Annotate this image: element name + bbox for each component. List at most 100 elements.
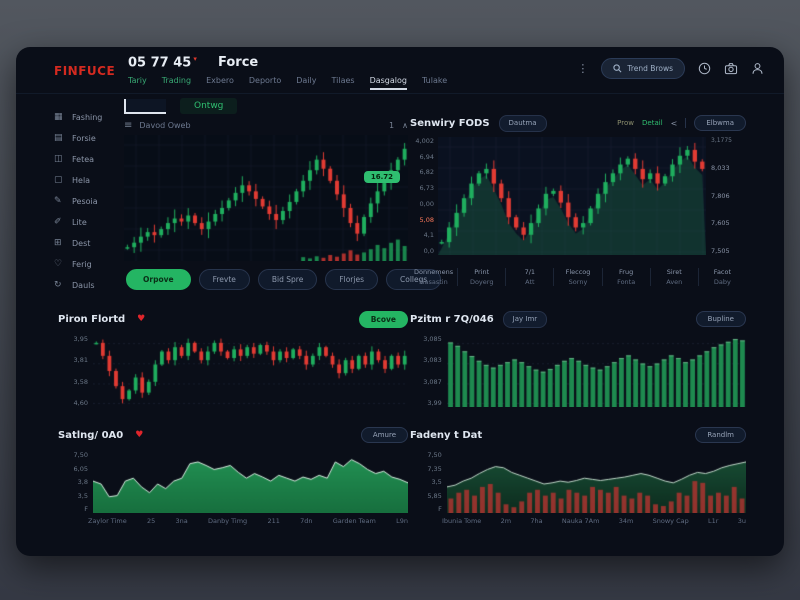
gallery-icon: ▦	[54, 111, 63, 122]
chart-action-button[interactable]: Frevte	[198, 269, 250, 290]
x-axis-label: 3u	[737, 517, 746, 525]
sidebar: ▦ Fashing ▤ Forsie ◫ Fetea ▢ Hela ✎ Peso…	[54, 111, 130, 291]
chart-controls: 1 ∧	[389, 121, 408, 130]
chart-control-icon[interactable]: 1	[389, 120, 395, 130]
axis-tick-label: 4,60	[73, 398, 88, 407]
stat-top-label: Frug	[619, 268, 634, 276]
detail-link[interactable]: Detail	[642, 119, 663, 127]
axis-tick-label: 3,99	[427, 398, 442, 407]
stat-bottom-label: Att	[525, 278, 535, 286]
volume-header: Pzitm r 7Q/046 Jay Imr Bupline	[410, 309, 746, 329]
stat-bottom-label: Daby	[713, 278, 731, 286]
sidebar-item[interactable]: ▢ Hela	[54, 174, 130, 186]
nav-tab[interactable]: Dasgalog	[369, 76, 407, 90]
search-button[interactable]: Trend Brows	[601, 58, 685, 79]
chart-control-icon[interactable]: ∧	[402, 120, 408, 130]
app-header: FINFUCE 05 77 45 ▾ Force Tariy Trading Exbe…	[16, 47, 784, 94]
x-axis-label: Zaylor Time	[88, 517, 127, 525]
sidebar-item-label: Dest	[72, 238, 91, 248]
menu-icon[interactable]: ≡	[124, 119, 133, 131]
reserve-button[interactable]: Amure	[360, 427, 408, 443]
sidebar-item[interactable]: ♡ Ferig	[54, 258, 130, 270]
chart-action-button[interactable]: Florjes	[325, 269, 378, 290]
duplicate-button[interactable]: Bupline	[695, 311, 746, 327]
favorite-heart-icon[interactable]: ♥	[135, 430, 144, 440]
browse-button[interactable]: Elbwma	[694, 115, 746, 131]
chevron-left-icon[interactable]: <	[670, 118, 678, 128]
flow-title: Satlng/ 0A0	[58, 429, 124, 441]
chart-action-button[interactable]: Collegs	[386, 269, 442, 290]
axis-tick-label: 3,087	[423, 377, 442, 386]
y-axis: 3,95 3,81 3,58 4,60	[58, 335, 93, 407]
nav-tab[interactable]: Tilaes	[331, 76, 355, 85]
stat-top-label: Siret	[666, 268, 682, 276]
pencil-icon: ✎	[54, 195, 62, 206]
favorite-heart-icon[interactable]: ♥	[137, 314, 146, 324]
trend-chart-canvas[interactable]	[446, 451, 746, 513]
clock-icon[interactable]	[698, 62, 711, 75]
watchlist-actions: Prow Detail < Elbwma	[617, 115, 746, 131]
nav-tab[interactable]: Tulake	[421, 76, 448, 85]
nav-tab[interactable]: Daily	[296, 76, 317, 85]
stat-item: 7/1 Att	[505, 268, 553, 286]
sidebar-item[interactable]: ↻ Dauls	[54, 279, 130, 291]
trend-title: Fadeny t Dat	[410, 429, 483, 441]
x-axis-label: 34m	[618, 517, 634, 525]
axis-tick-label: 4,002	[415, 137, 434, 145]
axis-tick-label: 7,35	[427, 464, 442, 473]
nav-tab[interactable]: Tariy	[128, 76, 147, 85]
orders-toggle[interactable]: Ontwg	[180, 98, 238, 114]
main-chart-area[interactable]: 16.72	[124, 135, 408, 261]
sidebar-item-label: Forsie	[72, 133, 96, 143]
axis-tick-label: F	[438, 505, 442, 513]
kebab-menu-icon[interactable]: ⋮	[577, 62, 589, 75]
stats-row: Donnemens Gasastin Print Doyerg 7/1 Att …	[410, 262, 746, 292]
nav-tab[interactable]: Trading	[161, 76, 192, 85]
sidebar-item[interactable]: ◫ Fetea	[54, 153, 130, 165]
volume-chart-canvas[interactable]	[446, 335, 746, 407]
axis-tick-label: 3,5	[77, 491, 88, 500]
candlestick-chart-canvas[interactable]	[124, 135, 408, 261]
chart-toolbar: Ontwg	[124, 97, 408, 115]
price-quote: 05 77 45 ▾	[128, 55, 197, 70]
pairs-chart-canvas[interactable]	[93, 335, 408, 407]
flow-chart-canvas[interactable]	[93, 451, 408, 513]
sidebar-item[interactable]: ▤ Forsie	[54, 132, 130, 144]
sidebar-item[interactable]: ▦ Fashing	[54, 111, 130, 123]
watchlist-chart-canvas[interactable]	[438, 137, 706, 255]
buy-button[interactable]: Bcove	[358, 310, 408, 328]
divider	[685, 118, 687, 128]
user-icon[interactable]	[751, 62, 764, 75]
chart-action-button[interactable]: Orpove	[126, 269, 191, 290]
interval-pill[interactable]: Dautma	[498, 114, 547, 132]
search-label: Trend Brows	[627, 64, 673, 73]
chart-action-button[interactable]: Bid Spre	[257, 269, 318, 290]
range-pill[interactable]: Jay Imr	[502, 310, 548, 328]
nav-tab[interactable]: Deporto	[248, 76, 282, 85]
watchlist-panel: Senwiry FODS Dautma Prow Detail < Elbwma…	[410, 113, 746, 303]
stat-top-label: 7/1	[524, 268, 536, 276]
watchlist-title: Senwiry FODS	[410, 117, 490, 129]
x-axis-label: Danby Timg	[208, 517, 248, 525]
x-axis-label: 7dn	[300, 517, 313, 525]
sidebar-item-label: Ferig	[72, 259, 92, 269]
pairs-panel: Piron Flortd ♥ Bcove 3,95 3,81 3,58 4,60	[58, 309, 408, 421]
axis-tick-label: 3,5	[431, 478, 442, 486]
camera-icon[interactable]	[724, 62, 738, 75]
pairs-header: Piron Flortd ♥ Bcove	[58, 309, 408, 329]
sidebar-item[interactable]: ⊞ Dest	[54, 237, 130, 249]
nav-tab[interactable]: Exbero	[206, 76, 234, 85]
random-button[interactable]: Randlm	[695, 427, 746, 443]
flow-header: Satlng/ 0A0 ♥ Amure	[58, 425, 408, 445]
watchlist-chart-row: 4,002 6,94 6,82 6,73 0,00 5,08 4,1 0,0 3,1775 8,…	[410, 137, 746, 255]
axis-tick-label: 3,085	[423, 335, 442, 343]
x-axis-label: 2m	[500, 517, 512, 525]
sidebar-item[interactable]: ✎ Pesoia	[54, 195, 130, 207]
axis-tick-label: 7,806	[711, 191, 730, 200]
y-axis-left: 4,002 6,94 6,82 6,73 0,00 5,08 4,1 0,0	[410, 137, 438, 255]
sidebar-item[interactable]: ✐ Lite	[54, 216, 130, 228]
muted-link[interactable]: Prow	[617, 119, 635, 127]
trend-header: Fadeny t Dat Randlm	[410, 425, 746, 445]
stat-top-label: Print	[474, 268, 490, 276]
drawing-tab-icon[interactable]	[124, 98, 166, 114]
